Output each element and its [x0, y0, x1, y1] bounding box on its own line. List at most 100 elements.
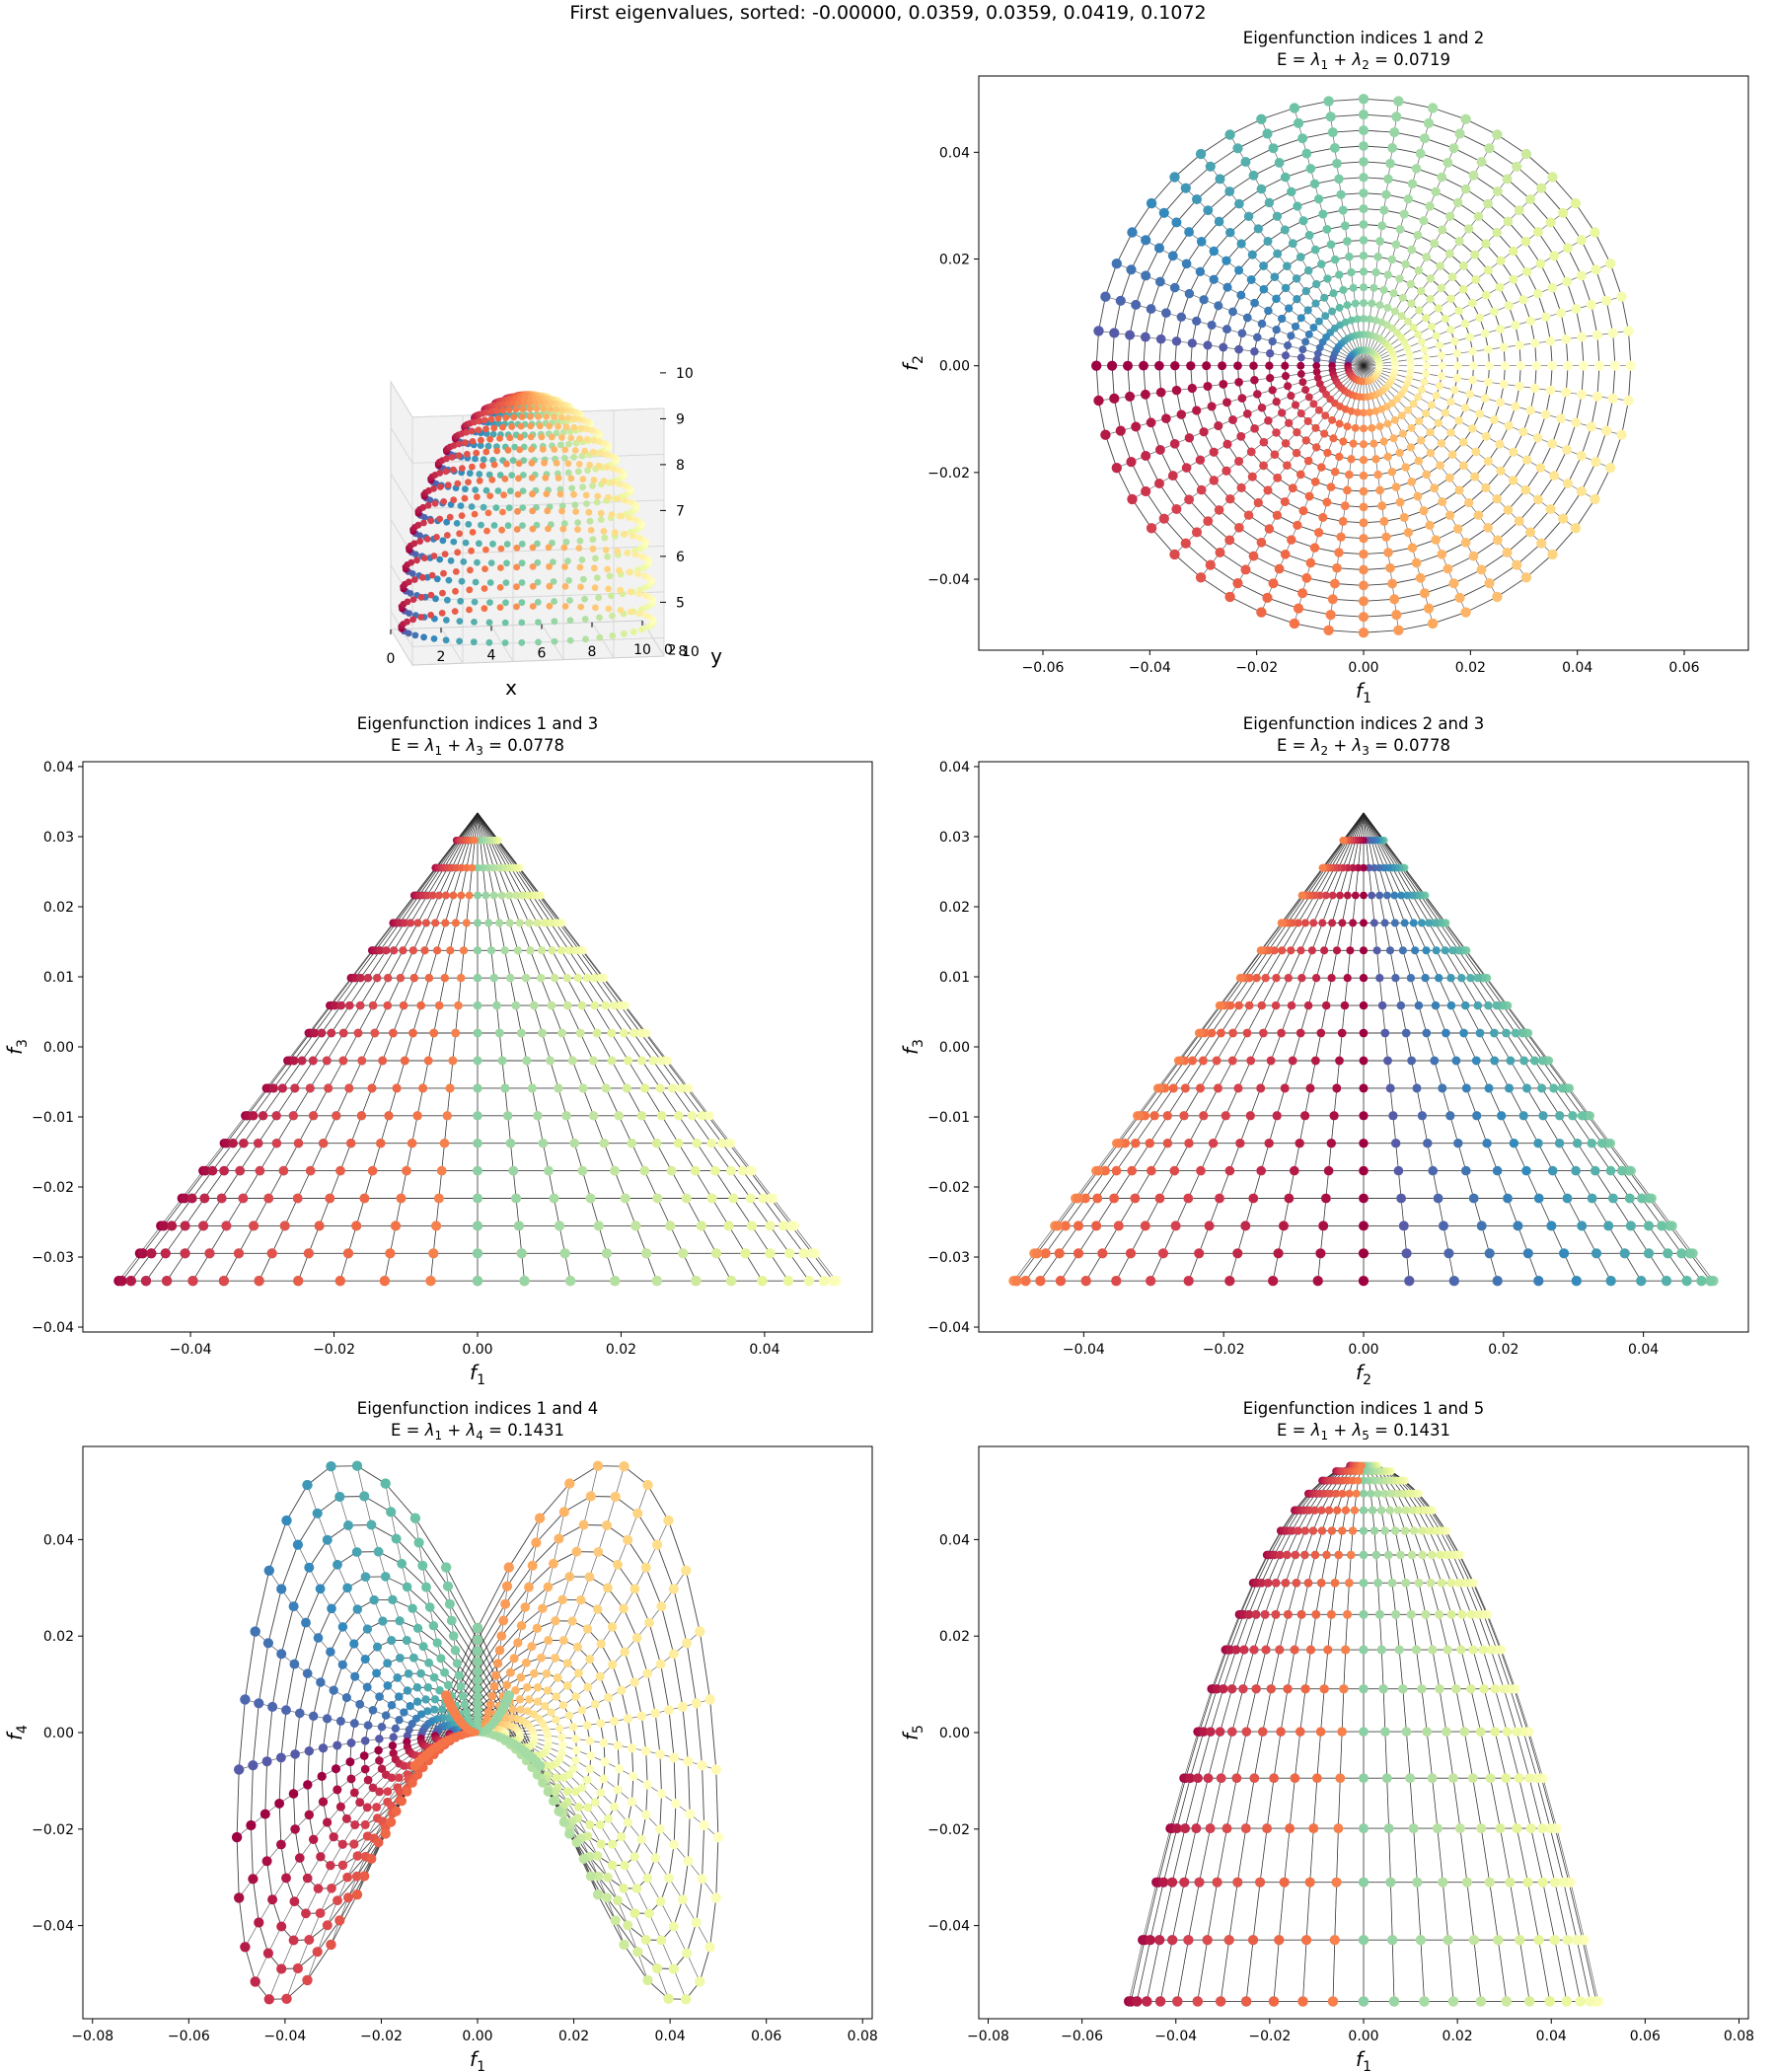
data-point — [1346, 946, 1355, 955]
data-point — [803, 1276, 815, 1287]
data-point — [390, 946, 399, 955]
hemisphere-point — [579, 483, 586, 491]
data-point — [1264, 416, 1273, 425]
hemisphere-point — [545, 544, 553, 552]
data-point — [578, 1519, 589, 1530]
data-point — [1322, 224, 1332, 234]
chart-subtitle: E = λ1 + λ4 = 0.1431 — [391, 1421, 564, 1443]
data-point — [1623, 326, 1634, 336]
hemisphere-point — [575, 415, 583, 423]
data-point — [548, 1558, 558, 1569]
data-point — [1358, 125, 1369, 136]
data-point — [402, 1582, 412, 1592]
data-point — [310, 1028, 320, 1038]
data-point — [346, 1774, 356, 1784]
data-point — [1040, 1248, 1051, 1259]
data-point — [1471, 447, 1481, 457]
data-point — [1372, 946, 1381, 955]
data-point — [445, 1083, 455, 1093]
data-point — [531, 1537, 542, 1548]
hemisphere-point — [611, 529, 619, 537]
hemisphere-point — [609, 632, 617, 639]
hemisphere-point — [519, 522, 526, 529]
data-point — [596, 1839, 606, 1849]
data-point — [1397, 312, 1406, 321]
hemisphere-point — [420, 555, 428, 561]
hemisphere-point — [626, 568, 633, 576]
data-point — [559, 1248, 570, 1259]
data-point — [709, 1165, 720, 1176]
data-point — [1558, 207, 1569, 218]
data-point — [1459, 1028, 1468, 1038]
data-point — [207, 1165, 218, 1176]
data-point — [1409, 919, 1418, 927]
data-point — [1549, 251, 1560, 261]
data-point — [552, 1692, 560, 1701]
hemisphere-point — [597, 516, 605, 523]
hemisphere-point — [409, 616, 416, 624]
data-point — [1422, 253, 1432, 261]
data-point — [513, 1221, 524, 1231]
data-point — [1547, 549, 1558, 560]
data-point — [1454, 592, 1465, 604]
data-point — [604, 1813, 614, 1823]
data-point — [263, 1994, 274, 2005]
hemisphere-point — [600, 478, 608, 484]
data-point — [697, 1874, 707, 1885]
data-point — [668, 1921, 679, 1932]
data-point — [484, 1707, 493, 1717]
data-point — [333, 1895, 342, 1906]
data-point — [1310, 477, 1320, 486]
data-point — [1298, 506, 1308, 516]
data-point — [1366, 408, 1374, 416]
data-point — [368, 1000, 378, 1010]
data-point — [1153, 243, 1165, 254]
data-point — [1441, 314, 1449, 324]
data-point — [1312, 368, 1321, 376]
data-point — [1476, 564, 1487, 575]
data-point — [1127, 493, 1138, 505]
data-point — [433, 1193, 444, 1204]
data-point — [596, 1719, 606, 1729]
data-point — [1360, 299, 1368, 308]
data-point — [642, 1873, 653, 1884]
data-point — [1605, 259, 1616, 269]
data-point — [391, 1806, 402, 1816]
data-point — [1401, 1248, 1412, 1259]
data-point — [388, 1594, 398, 1605]
data-point — [585, 1655, 595, 1665]
data-point — [402, 1635, 411, 1646]
hemisphere-point — [527, 412, 534, 420]
data-point — [474, 919, 481, 927]
data-point — [1253, 333, 1262, 342]
hemisphere-point — [570, 414, 578, 422]
hemisphere-point — [414, 521, 422, 529]
data-point — [1111, 259, 1122, 269]
data-point — [513, 1638, 523, 1648]
chart-subtitle: E = λ1 + λ2 = 0.0719 — [1277, 50, 1450, 72]
data-point — [1341, 405, 1350, 413]
data-point — [446, 1615, 457, 1626]
data-point — [1495, 439, 1505, 449]
data-point — [1444, 510, 1455, 520]
data-point — [380, 1478, 391, 1489]
data-point — [629, 1852, 639, 1862]
data-point — [508, 1705, 517, 1714]
x-tick-label: −0.04 — [170, 1342, 212, 1358]
data-point — [533, 1111, 543, 1121]
data-point — [376, 1138, 386, 1148]
data-point — [431, 1221, 442, 1231]
hemisphere-point — [624, 549, 631, 556]
data-point — [1315, 343, 1324, 352]
data-point — [1537, 1877, 1548, 1887]
data-point — [1224, 1276, 1235, 1287]
data-point — [1452, 524, 1463, 534]
data-point — [1257, 946, 1266, 955]
data-point — [1448, 143, 1459, 154]
hemisphere-point — [517, 433, 524, 441]
data-point — [1111, 1165, 1122, 1176]
data-point — [1284, 1193, 1295, 1204]
data-point — [1385, 158, 1395, 169]
data-point — [389, 1733, 398, 1741]
data-point — [402, 1787, 412, 1797]
